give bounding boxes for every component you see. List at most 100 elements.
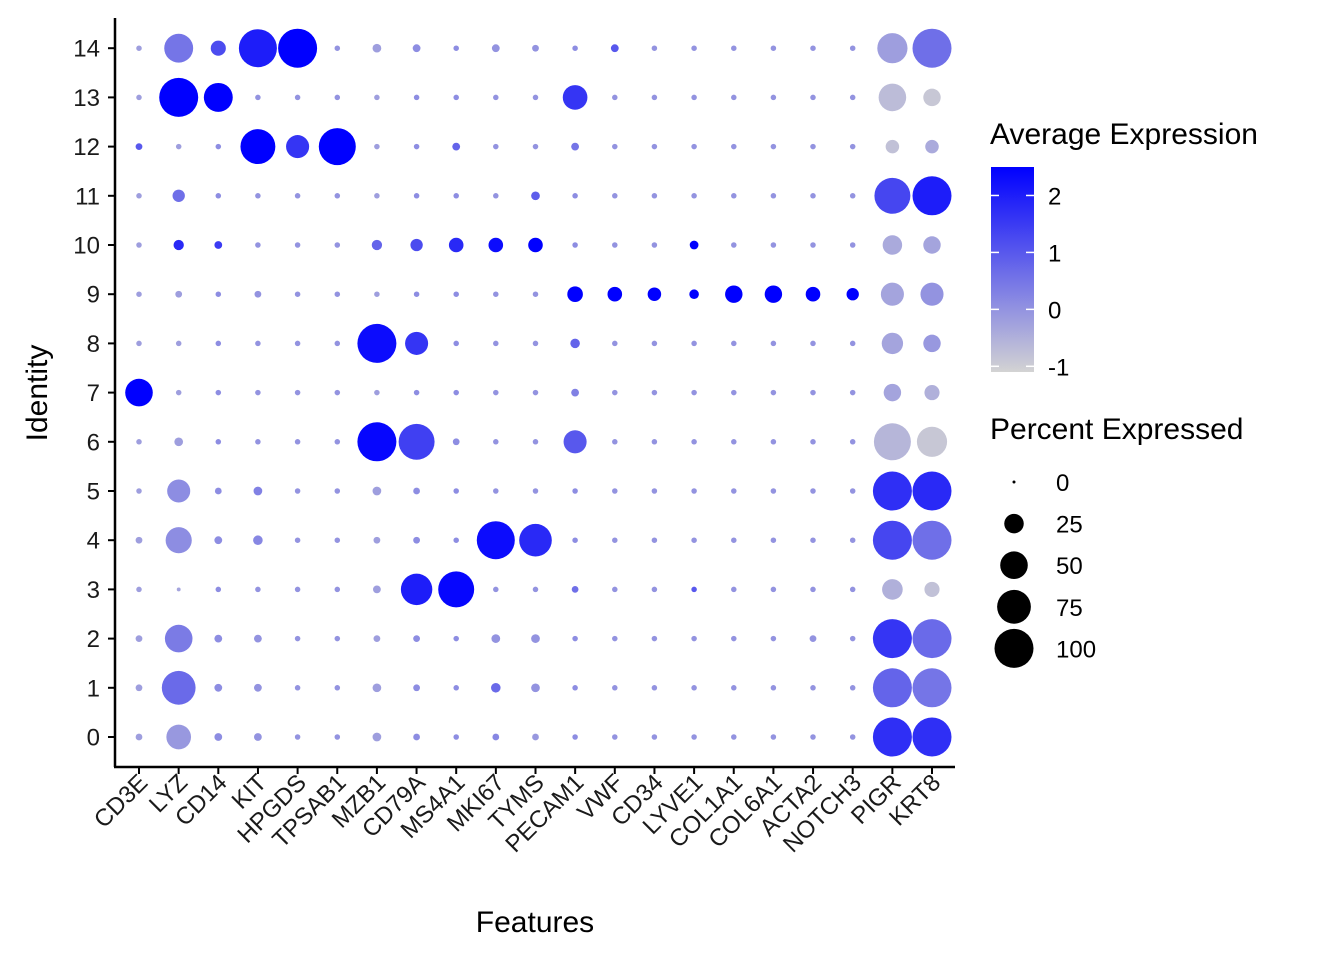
dot-KRT8-identity-11 [912, 176, 952, 216]
dot-KIT-identity-11 [255, 193, 261, 199]
dot-CD3E-identity-12 [135, 143, 143, 150]
dot-NOTCH3-identity-12 [849, 143, 856, 150]
dot-CD79A-identity-3 [400, 573, 433, 606]
dot-MKI67-identity-7 [493, 389, 499, 396]
dot-MKI67-identity-8 [493, 340, 499, 347]
dot-PIGR-identity-3 [882, 579, 903, 600]
dot-CD14-identity-3 [215, 586, 222, 593]
dot-CD14-identity-9 [215, 291, 222, 297]
dot-CD34-identity-0 [651, 734, 658, 740]
dot-MZB1-identity-0 [372, 732, 382, 742]
dot-VWF-identity-6 [612, 439, 618, 445]
size-legend-dot [1012, 480, 1016, 484]
dot-MZB1-identity-2 [373, 635, 381, 642]
dot-CD79A-identity-12 [413, 143, 420, 150]
dot-CD79A-identity-14 [412, 44, 421, 53]
dot-COL1A1-identity-8 [731, 340, 737, 347]
size-legend-dot [994, 628, 1034, 668]
dot-VWF-identity-5 [612, 488, 618, 494]
dot-CD79A-identity-6 [398, 423, 435, 460]
dot-TPSAB1-identity-12 [318, 128, 356, 166]
size-legend-label: 0 [1056, 470, 1069, 497]
dot-LYZ-identity-3 [176, 587, 181, 592]
dot-VWF-identity-10 [612, 242, 618, 248]
dot-CD79A-identity-8 [405, 331, 429, 355]
dot-CD79A-identity-1 [413, 684, 420, 692]
dot-TYMS-identity-11 [531, 191, 540, 201]
dot-COL6A1-identity-9 [764, 285, 783, 303]
dot-KRT8-identity-5 [912, 471, 952, 511]
dot-PIGR-identity-13 [878, 83, 907, 112]
dot-LYVE1-identity-5 [691, 488, 697, 494]
y-axis-title: Identity [21, 345, 54, 442]
dot-KIT-identity-12 [240, 129, 276, 165]
dot-TPSAB1-identity-2 [334, 635, 341, 642]
dot-CD14-identity-5 [214, 487, 222, 495]
dot-TPSAB1-identity-1 [334, 685, 341, 691]
dot-NOTCH3-identity-2 [849, 635, 856, 642]
dot-KRT8-identity-12 [925, 139, 939, 154]
dot-COL1A1-identity-10 [731, 242, 737, 248]
dot-CD34-identity-7 [651, 389, 658, 396]
dot-COL6A1-identity-10 [770, 242, 777, 248]
dot-ACTA2-identity-0 [810, 734, 816, 740]
dot-PECAM1-identity-4 [572, 537, 578, 543]
dot-COL1A1-identity-13 [731, 94, 737, 101]
dot-PIGR-identity-14 [877, 33, 908, 64]
dot-CD34-identity-2 [651, 635, 658, 642]
dot-PECAM1-identity-13 [562, 85, 588, 110]
dot-MZB1-identity-8 [357, 323, 397, 363]
dot-KIT-identity-3 [255, 586, 261, 593]
dot-COL6A1-identity-2 [770, 635, 777, 642]
dot-HPGDS-identity-5 [294, 488, 301, 494]
dot-CD14-identity-4 [214, 536, 223, 545]
color-legend-label: -1 [1048, 354, 1069, 381]
dot-MZB1-identity-1 [372, 683, 382, 693]
dot-CD14-identity-1 [214, 683, 223, 692]
dot-PECAM1-identity-1 [572, 685, 578, 691]
dot-PIGR-identity-0 [872, 717, 912, 757]
color-legend-title: Average Expression [990, 118, 1258, 151]
dot-CD3E-identity-7 [125, 378, 153, 407]
dot-ACTA2-identity-7 [810, 389, 816, 396]
dot-ACTA2-identity-1 [810, 685, 816, 691]
dot-KIT-identity-1 [254, 683, 262, 692]
dot-ACTA2-identity-13 [810, 94, 816, 101]
dot-HPGDS-identity-7 [294, 389, 301, 396]
dot-LYZ-identity-1 [161, 670, 196, 705]
dot-HPGDS-identity-13 [294, 94, 301, 101]
y-tick-label: 13 [73, 85, 100, 112]
y-tick-label: 11 [75, 183, 100, 210]
dot-KIT-identity-8 [255, 340, 261, 347]
dot-PECAM1-identity-7 [571, 388, 579, 397]
dot-COL6A1-identity-6 [770, 439, 777, 445]
dot-LYZ-identity-5 [167, 479, 191, 503]
dot-MZB1-identity-9 [374, 291, 380, 297]
dot-CD14-identity-12 [215, 143, 222, 150]
dot-MZB1-identity-3 [373, 585, 381, 594]
dot-KRT8-identity-9 [920, 282, 944, 306]
dot-CD34-identity-4 [651, 537, 658, 543]
dot-PECAM1-identity-8 [570, 338, 580, 349]
y-tick-label: 1 [87, 675, 100, 702]
dot-PIGR-identity-2 [872, 619, 912, 659]
dot-VWF-identity-7 [612, 389, 618, 396]
dot-ACTA2-identity-5 [810, 488, 816, 494]
dot-MS4A1-identity-4 [453, 537, 459, 543]
dot-CD3E-identity-13 [136, 94, 142, 101]
dot-COL6A1-identity-12 [770, 143, 777, 150]
dot-PIGR-identity-10 [882, 235, 903, 255]
dot-CD34-identity-9 [647, 287, 662, 301]
dot-LYVE1-identity-11 [691, 193, 697, 199]
dot-NOTCH3-identity-10 [849, 242, 856, 248]
dot-COL1A1-identity-1 [731, 685, 737, 691]
dot-LYVE1-identity-6 [691, 439, 697, 445]
dot-MS4A1-identity-12 [452, 142, 461, 151]
dot-COL1A1-identity-2 [731, 635, 737, 642]
dot-CD34-identity-6 [651, 439, 658, 445]
dot-MS4A1-identity-6 [452, 438, 460, 446]
y-tick-label: 0 [87, 725, 100, 752]
dot-PECAM1-identity-6 [563, 430, 587, 454]
dot-KRT8-identity-4 [912, 520, 952, 560]
